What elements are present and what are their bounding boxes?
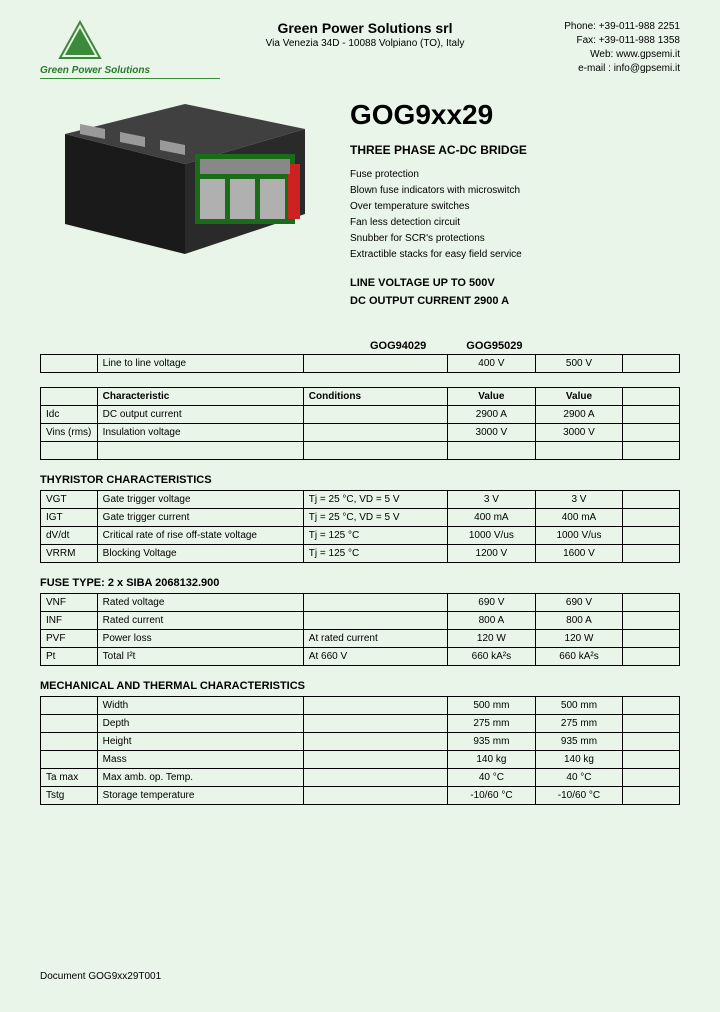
table-row: PtTotal I²tAt 660 V660 kA²s660 kA²s (41, 648, 680, 666)
feature-item: Snubber for SCR's protections (350, 231, 680, 247)
table-row: Ta maxMax amb. op. Temp.40 °C40 °C (41, 769, 680, 787)
feature-list: Fuse protection Blown fuse indicators wi… (350, 167, 680, 263)
table-row: IGTGate trigger currentTj = 25 °C, VD = … (41, 509, 680, 527)
model-1: GOG94029 (370, 340, 426, 352)
product-render-icon (45, 104, 325, 294)
product-info: GOG9xx29 THREE PHASE AC-DC BRIDGE Fuse p… (350, 99, 680, 310)
table-row: dV/dtCritical rate of rise off-state vol… (41, 527, 680, 545)
table-row: TstgStorage temperature-10/60 °C-10/60 °… (41, 787, 680, 805)
feature-item: Blown fuse indicators with microswitch (350, 183, 680, 199)
mechanical-table: Width500 mm500 mm Depth275 mm275 mm Heig… (40, 696, 680, 805)
fuse-table: VNFRated voltage690 V690 V INFRated curr… (40, 593, 680, 666)
table-row: INFRated current800 A800 A (41, 612, 680, 630)
company-name: Green Power Solutions srl (240, 20, 490, 36)
spec-current: DC OUTPUT CURRENT 2900 A (350, 293, 680, 311)
table-row (41, 442, 680, 460)
main-section: GOG9xx29 THREE PHASE AC-DC BRIDGE Fuse p… (40, 99, 680, 310)
spec-voltage: LINE VOLTAGE UP TO 500V (350, 275, 680, 293)
table-row: VRRMBlocking VoltageTj = 125 °C1200 V160… (41, 545, 680, 563)
line-v1: 400 V (448, 355, 536, 373)
page-header: Green Power Solutions Green Power Soluti… (40, 20, 680, 79)
product-title: GOG9xx29 (350, 99, 680, 131)
table-row: Mass140 kg140 kg (41, 751, 680, 769)
table-row: VNFRated voltage690 V690 V (41, 594, 680, 612)
model-2: GOG95029 (466, 340, 522, 352)
web-line: Web: www.gpsemi.it (510, 48, 680, 62)
fuse-heading: FUSE TYPE: 2 x SIBA 2068132.900 (40, 577, 680, 589)
feature-item: Fan less detection circuit (350, 215, 680, 231)
triangle-logo-icon (40, 20, 120, 60)
line-v2: 500 V (535, 355, 623, 373)
mechanical-heading: MECHANICAL AND THERMAL CHARACTERISTICS (40, 680, 680, 692)
email-line: e-mail : info@gpsemi.it (510, 62, 680, 76)
product-subtitle: THREE PHASE AC-DC BRIDGE (350, 143, 680, 157)
company-address: Via Venezia 34D - 10088 Volpiano (TO), I… (240, 38, 490, 49)
table-row: IdcDC output current2900 A2900 A (41, 406, 680, 424)
table-row: PVFPower lossAt rated current120 W120 W (41, 630, 680, 648)
thyristor-table: VGTGate trigger voltageTj = 25 °C, VD = … (40, 490, 680, 563)
feature-item: Fuse protection (350, 167, 680, 183)
fax-line: Fax: +39-011-988 1358 (510, 34, 680, 48)
table-row: Depth275 mm275 mm (41, 715, 680, 733)
thyristor-heading: THYRISTOR CHARACTERISTICS (40, 474, 680, 486)
product-image (40, 99, 330, 299)
table-header-row: Characteristic Conditions Value Value (41, 388, 680, 406)
table-row: Width500 mm500 mm (41, 697, 680, 715)
document-footer: Document GOG9xx29T001 (40, 971, 161, 982)
logo-area: Green Power Solutions (40, 20, 220, 79)
table-row: Line to line voltage 400 V 500 V (41, 355, 680, 373)
feature-item: Extractible stacks for easy field servic… (350, 247, 680, 263)
company-info: Green Power Solutions srl Via Venezia 34… (240, 20, 490, 49)
line-voltage-table: Line to line voltage 400 V 500 V (40, 354, 680, 373)
characteristics-table: Characteristic Conditions Value Value Id… (40, 387, 680, 460)
feature-item: Over temperature switches (350, 199, 680, 215)
logo-text: Green Power Solutions (40, 65, 220, 76)
table-row: Vins (rms)Insulation voltage3000 V3000 V (41, 424, 680, 442)
line-label: Line to line voltage (97, 355, 303, 373)
table-row: VGTGate trigger voltageTj = 25 °C, VD = … (41, 491, 680, 509)
contact-info: Phone: +39-011-988 2251 Fax: +39-011-988… (510, 20, 680, 76)
table-row: Height935 mm935 mm (41, 733, 680, 751)
logo-underline (40, 78, 220, 79)
phone-line: Phone: +39-011-988 2251 (510, 20, 680, 34)
model-header: GOG94029 GOG95029 (370, 340, 680, 352)
